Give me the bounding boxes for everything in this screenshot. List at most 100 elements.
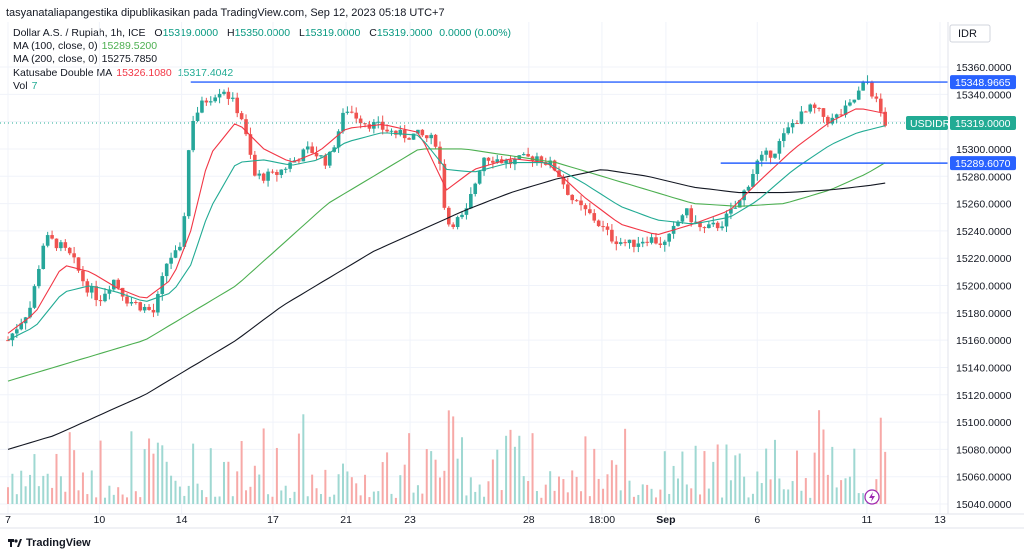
candle-body xyxy=(680,215,685,222)
candle-body xyxy=(19,323,24,330)
volume-bar xyxy=(324,469,327,504)
volume-bar xyxy=(509,429,512,504)
symbol-title[interactable]: Dollar A.S. / Rupiah, 1h, ICE xyxy=(13,27,146,39)
candle-body xyxy=(451,224,456,228)
hline-price-tag xyxy=(950,156,1016,171)
volume-bar xyxy=(584,436,587,504)
volume-bar xyxy=(381,462,384,504)
volume-bar xyxy=(196,483,199,504)
candle-body xyxy=(570,194,575,201)
volume-bar xyxy=(103,497,106,504)
volume-bar xyxy=(55,453,58,504)
lightning-icon[interactable] xyxy=(864,489,880,505)
candle-body xyxy=(834,114,839,118)
volume-bar xyxy=(77,490,80,504)
volume-bar xyxy=(500,490,503,504)
price-tick-label: 15160.0000 xyxy=(956,335,1012,347)
volume-bar xyxy=(372,491,375,504)
volume-label: Vol xyxy=(13,79,28,92)
volume-bar xyxy=(566,492,569,504)
volume-bar xyxy=(95,497,98,504)
volume-bar xyxy=(694,445,697,504)
volume-bar xyxy=(738,453,741,504)
candle-body xyxy=(120,287,125,297)
volume-bar xyxy=(227,461,230,504)
volume-bar xyxy=(884,451,887,504)
volume-bar xyxy=(522,476,525,504)
volume-bar xyxy=(756,471,759,504)
candle-body xyxy=(257,173,262,176)
volume-bar xyxy=(430,451,433,504)
price-tick-label: 15200.0000 xyxy=(956,281,1012,293)
volume-bar xyxy=(214,496,217,504)
horizontal-lines[interactable] xyxy=(0,81,948,164)
candle-body xyxy=(693,221,698,223)
candle-body xyxy=(618,242,623,245)
volume-bar xyxy=(293,491,296,504)
candle-body xyxy=(160,276,165,294)
publisher-header: tasyanataliapangestika dipublikasikan pa… xyxy=(6,7,445,19)
tradingview-logo-icon xyxy=(8,538,22,548)
candle-body xyxy=(658,243,663,245)
volume-bar xyxy=(513,446,516,504)
katusabe-line-1 xyxy=(7,108,886,334)
candle-body xyxy=(601,226,605,228)
legend-ma200-row[interactable]: MA (200, close, 0) 15275.7850 xyxy=(13,53,511,66)
legend-ma100-row[interactable]: MA (100, close, 0) 15289.5200 xyxy=(13,40,511,53)
volume-bar xyxy=(804,478,807,504)
ma200-value: 15275.7850 xyxy=(101,53,158,66)
legend-volume-row[interactable]: Vol 7 xyxy=(13,80,511,93)
volume-bar xyxy=(306,496,309,504)
volume-bar xyxy=(284,485,287,504)
volume-bar xyxy=(540,497,543,504)
candle-body xyxy=(504,159,508,164)
candle-body xyxy=(848,102,852,106)
legend-katusabe-row[interactable]: Katusabe Double MA 15326.1080 15317.4042 xyxy=(13,67,511,80)
volume-bar xyxy=(650,488,653,504)
volume-bar xyxy=(452,416,455,504)
volume-bar xyxy=(192,443,195,504)
volume-bar xyxy=(760,483,763,504)
volume-bar xyxy=(778,478,781,504)
volume-bar xyxy=(350,477,353,504)
time-tick-label: Sep xyxy=(656,514,675,526)
high-value: 15350.0000 xyxy=(234,27,291,39)
volume-bar xyxy=(187,485,190,504)
candle-body xyxy=(195,112,200,121)
volume-bar xyxy=(319,494,322,504)
time-tick-label: 23 xyxy=(404,514,416,526)
currency-box[interactable] xyxy=(949,24,991,43)
volume-bar xyxy=(681,451,684,504)
candle-body xyxy=(469,194,473,209)
price-tick-label: 15180.0000 xyxy=(956,308,1012,320)
time-tick-label: 21 xyxy=(340,514,352,526)
volume-bar xyxy=(20,470,23,504)
candle-body xyxy=(156,293,160,313)
volume-bar xyxy=(474,491,477,504)
candle-body xyxy=(852,99,857,103)
axis-price-labels: 15348.9665 15289.6070 USDIDR 15319.0000 xyxy=(906,75,1016,171)
volume-bar xyxy=(624,428,627,504)
volume-bar xyxy=(245,490,248,504)
volume-bar xyxy=(297,433,300,504)
candle-body xyxy=(751,174,755,187)
volume-bar xyxy=(593,448,596,504)
volume-bar xyxy=(562,479,565,504)
footer-brand[interactable]: TradingView xyxy=(8,537,91,549)
candle-body xyxy=(367,124,372,129)
volume-bar xyxy=(465,495,468,504)
volume-bar xyxy=(156,442,159,504)
candle-body xyxy=(341,112,345,132)
candle-body xyxy=(870,81,874,97)
price-tick-label: 15080.0000 xyxy=(956,444,1012,456)
volume-bar xyxy=(606,474,609,504)
candle-body xyxy=(649,237,654,243)
candle-body xyxy=(883,111,887,126)
candle-body xyxy=(125,296,129,304)
volume-value: 7 xyxy=(31,79,38,92)
ma100-label: MA (100, close, 0) xyxy=(13,40,98,53)
candle-body xyxy=(32,286,37,308)
candlesticks[interactable] xyxy=(6,75,887,347)
volume-bar xyxy=(412,492,415,504)
